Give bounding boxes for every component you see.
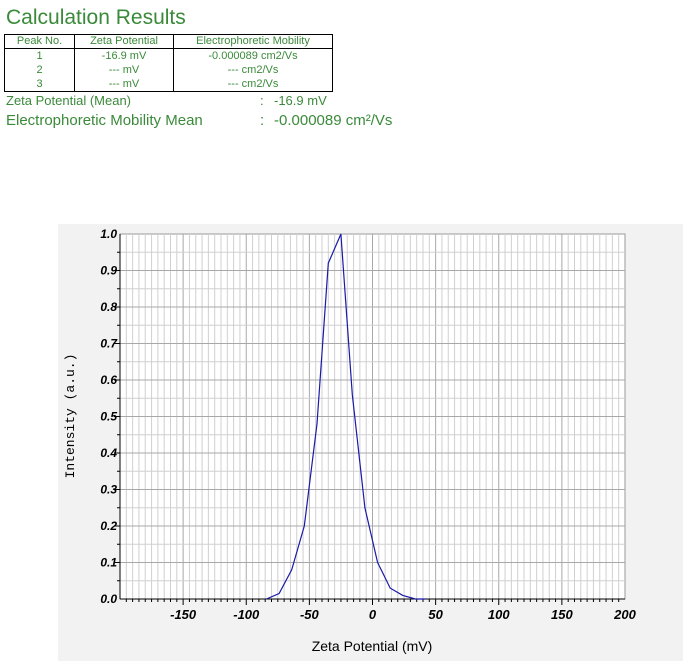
- y-tick-label: 0.3: [100, 483, 117, 497]
- mobility-cell: -0.000089 cm2/Vs: [173, 48, 333, 63]
- mobility-mean-label: Electrophoretic Mobility Mean: [6, 112, 203, 129]
- y-tick-label: 0.1: [100, 556, 117, 570]
- header-zeta-potential: Zeta Potential: [74, 34, 174, 49]
- x-axis-label: Zeta Potential (mV): [312, 638, 433, 654]
- x-tick-label: 150: [551, 607, 573, 622]
- zeta-mean-value: -16.9 mV: [274, 93, 327, 108]
- table-row: 2 --- mV --- cm2/Vs: [4, 63, 333, 77]
- y-tick-label: 1.0: [100, 227, 117, 241]
- x-tick-label: 100: [488, 607, 510, 622]
- y-tick-labels: 0.0 0.1 0.2 0.3 0.4 0.5 0.6 0.7 0.8 0.9 1.0: [100, 227, 118, 606]
- peak-no-cell: 3: [4, 77, 75, 92]
- x-tick-label: 200: [613, 607, 636, 622]
- intensity-chart: 0.00.10.20.30.40.50.60.70.80.91.0 -150 -1…: [63, 227, 637, 654]
- x-tick-label: -50: [300, 607, 320, 622]
- y-tick-label: 0.7: [100, 337, 118, 351]
- mobility-mean-row: Electrophoretic Mobility Mean : -0.00008…: [0, 112, 420, 132]
- series-layer: [266, 233, 426, 600]
- peak-table: Peak No. Zeta Potential Electrophoretic …: [4, 34, 333, 92]
- chart-panel: 0.0 0.1 0.2 0.3 0.4 0.5 0.6 0.7 0.8 0.9 1.0 -150 -1…: [58, 224, 683, 661]
- y-tick-label: 0.2: [100, 519, 117, 533]
- y-tick-label: 0.4: [100, 446, 117, 460]
- header-peak-no: Peak No.: [4, 34, 75, 49]
- zeta-cell: --- mV: [74, 63, 174, 77]
- x-tick-label: 0: [369, 607, 377, 622]
- grid: [120, 234, 625, 599]
- zeta-mean-label: Zeta Potential (Mean): [6, 93, 132, 108]
- x-tick-label: 50: [428, 607, 443, 622]
- y-tick-label: 0.8: [100, 300, 117, 314]
- mobility-mean-value: -0.000089 cm²/Vs: [274, 112, 393, 129]
- zeta-cell: -16.9 mV: [74, 48, 174, 63]
- x-tick-label: -100: [233, 607, 260, 622]
- y-tick-label: 0.5: [100, 410, 117, 424]
- x-tick-label: -150: [170, 607, 197, 622]
- zeta-mean-row: Zeta Potential (Mean) : -16.9 mV: [0, 93, 400, 109]
- table-header-row: Peak No. Zeta Potential Electrophoretic …: [4, 34, 333, 49]
- x-tick-labels: -150 -100 -50 0 50 100 150 200: [170, 607, 636, 622]
- peak-no-cell: 2: [4, 63, 75, 77]
- y-tick-label: 0.9: [100, 264, 117, 278]
- zeta-cell: --- mV: [74, 77, 174, 92]
- header-electrophoretic-mobility: Electrophoretic Mobility: [173, 34, 333, 49]
- y-axis-label: Intensity (a.u.): [63, 354, 78, 479]
- table-row: 3 --- mV --- cm2/Vs: [4, 77, 333, 92]
- intensity-series-line: [266, 233, 426, 600]
- mobility-mean-colon: :: [260, 112, 265, 129]
- zeta-mean-colon: :: [260, 93, 264, 108]
- y-tick-label: 0.0: [100, 592, 117, 606]
- table-row: 1 -16.9 mV -0.000089 cm2/Vs: [4, 48, 333, 63]
- page-title: Calculation Results: [6, 6, 186, 29]
- mobility-cell: --- cm2/Vs: [173, 63, 333, 77]
- peak-no-cell: 1: [4, 48, 75, 63]
- y-tick-label: 0.6: [100, 373, 117, 387]
- mobility-cell: --- cm2/Vs: [173, 77, 333, 92]
